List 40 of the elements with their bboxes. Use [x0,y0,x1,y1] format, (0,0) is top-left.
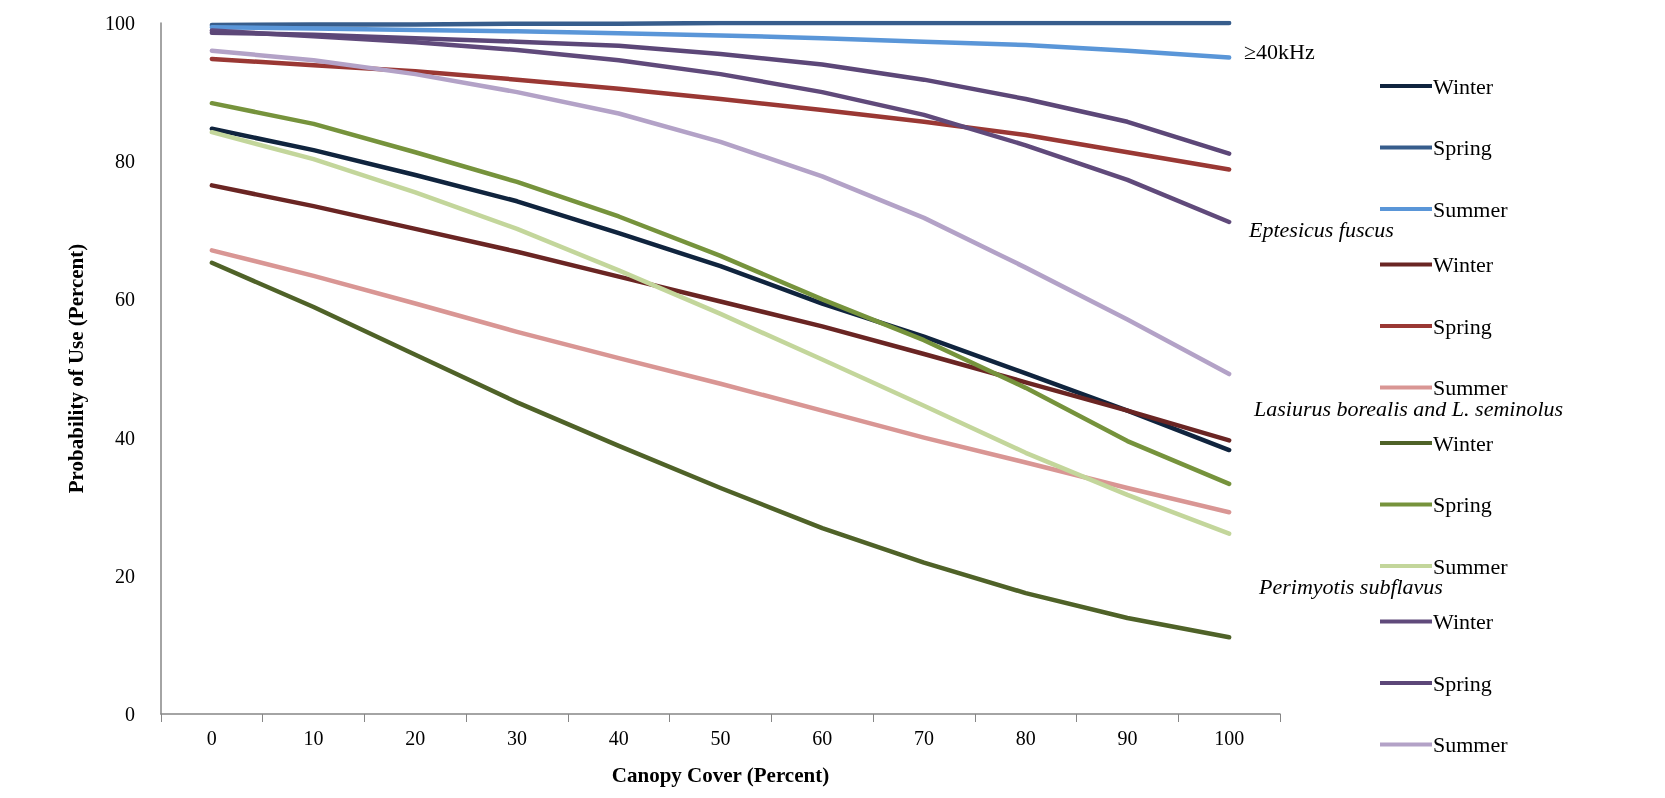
line-series [209,28,1232,225]
x-tick-label: 20 [405,727,426,749]
line-series [209,129,1232,536]
x-tick-label: 40 [608,727,629,749]
y-tick-label: 100 [105,12,135,34]
line-series [209,100,1232,487]
legend-label: Spring [1433,313,1492,339]
line-series [209,248,1232,515]
legend-label: Spring [1433,670,1492,696]
y-tick-label: 80 [115,150,135,173]
x-tick-label: 10 [303,727,324,749]
legend-label: Spring [1433,135,1492,160]
x-tick-label: 50 [710,727,731,749]
legend-label: Summer [1433,732,1509,757]
x-tick-label: 100 [1214,727,1245,749]
x-tick-label: 60 [812,727,833,749]
legend-label: Winter [1433,430,1494,456]
line-series [209,183,1232,443]
x-tick-label: 70 [913,727,934,749]
x-tick-label: 80 [1015,727,1036,749]
line-series [209,48,1232,377]
y-tick-label: 20 [115,564,135,587]
y-tick-label: 60 [115,288,135,311]
legend-label: Spring [1433,492,1492,517]
annotation: Eptesicus fuscus [1248,217,1394,242]
y-tick-label: 0 [125,703,135,725]
annotation: ≥40kHz [1244,38,1315,64]
line-series [209,260,1232,640]
x-tick-label: 30 [507,727,528,749]
legend-label: Winter [1433,73,1494,99]
x-axis-title: Canopy Cover (Percent) [611,762,830,787]
line-series [209,56,1232,172]
y-axis-title: Probability of Use (Percent) [63,243,88,494]
y-tick-label: 40 [115,426,135,449]
x-tick-label: 0 [206,727,217,749]
legend-label: Winter [1433,609,1494,634]
x-tick-label: 90 [1117,727,1138,749]
legend-label: Winter [1433,252,1494,277]
line-series [209,24,1232,60]
legend-label: Summer [1433,196,1509,222]
